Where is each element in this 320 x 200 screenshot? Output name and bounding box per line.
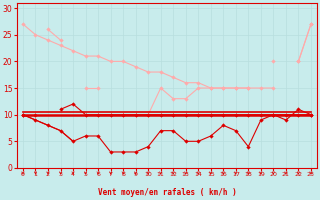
X-axis label: Vent moyen/en rafales ( km/h ): Vent moyen/en rafales ( km/h )	[98, 188, 236, 197]
